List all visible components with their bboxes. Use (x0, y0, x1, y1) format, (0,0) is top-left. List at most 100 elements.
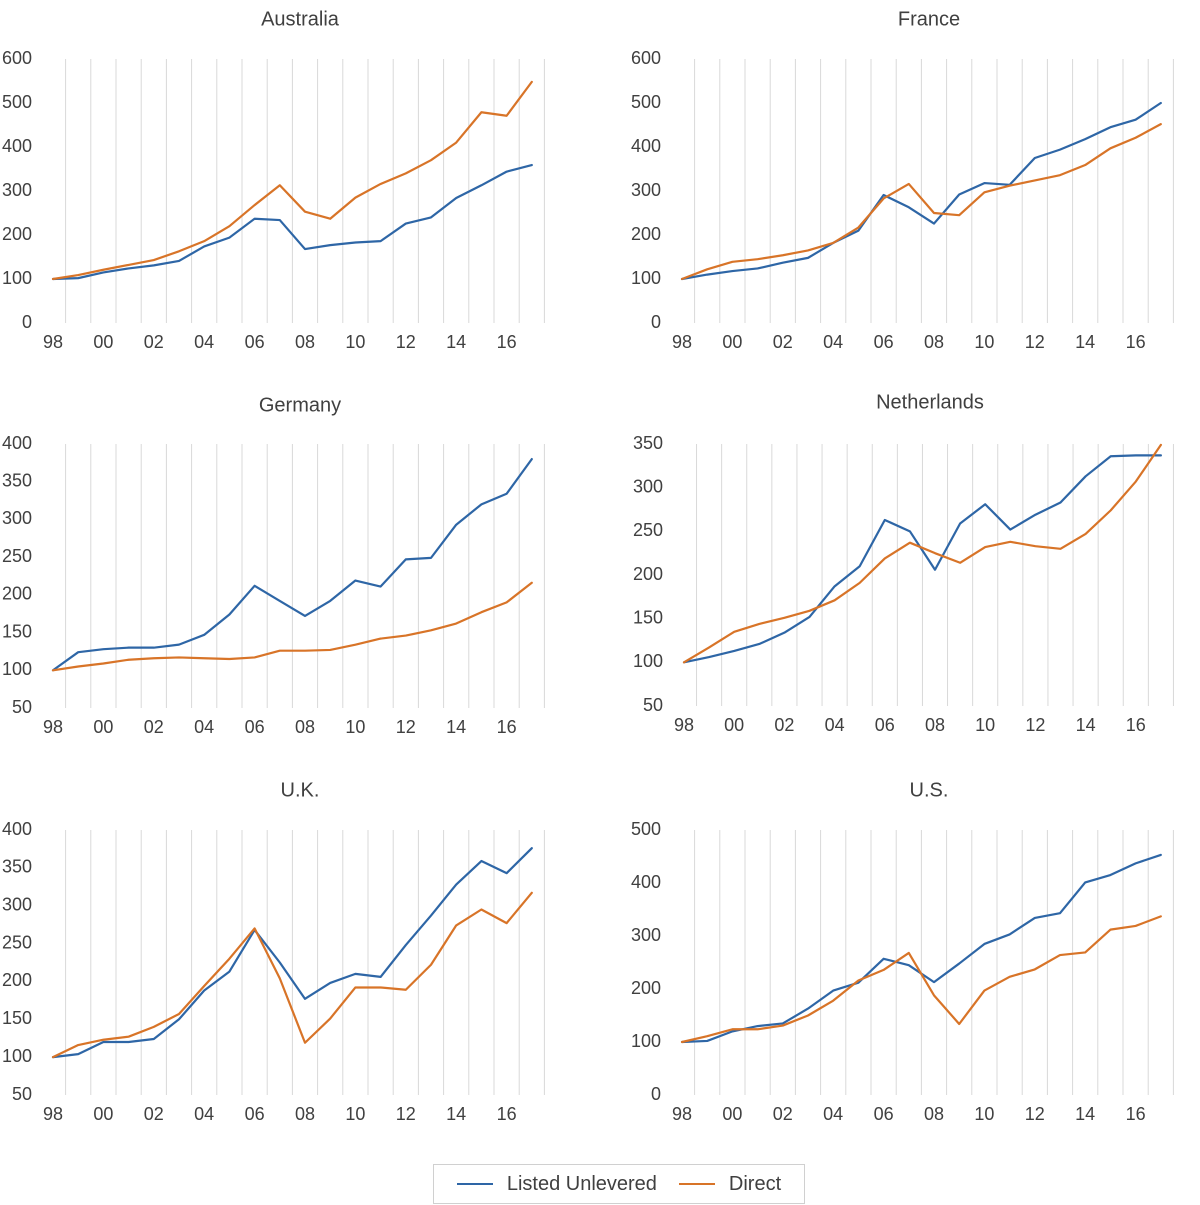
legend-item-listed: Listed Unlevered (456, 1172, 657, 1196)
legend-swatch-direct (678, 1183, 715, 1185)
chart-title: Australia (261, 8, 340, 30)
y-tick-label: 100 (633, 651, 663, 671)
x-tick-label: 00 (93, 332, 113, 352)
y-tick-label: 0 (651, 312, 661, 332)
chart-title: Germany (259, 394, 341, 416)
x-tick-label: 04 (194, 717, 214, 737)
x-tick-label: 00 (724, 715, 744, 735)
x-tick-label: 04 (194, 332, 214, 352)
x-tick-label: 12 (1025, 332, 1045, 352)
x-tick-label: 16 (497, 717, 517, 737)
y-tick-label: 500 (631, 92, 661, 112)
x-tick-label: 14 (446, 332, 466, 352)
x-tick-label: 04 (823, 1104, 843, 1124)
y-tick-label: 50 (643, 695, 663, 715)
y-tick-label: 100 (631, 1031, 661, 1051)
x-tick-label: 00 (722, 332, 742, 352)
y-tick-label: 400 (631, 872, 661, 892)
y-tick-label: 300 (631, 925, 661, 945)
x-tick-label: 10 (974, 332, 994, 352)
x-tick-label: 02 (144, 1104, 164, 1124)
x-tick-label: 08 (925, 715, 945, 735)
y-tick-label: 300 (2, 894, 32, 914)
y-tick-label: 300 (2, 508, 32, 528)
y-tick-label: 200 (2, 224, 32, 244)
x-tick-label: 06 (874, 1104, 894, 1124)
x-tick-label: 10 (974, 1104, 994, 1124)
x-tick-label: 00 (93, 717, 113, 737)
y-tick-label: 250 (2, 546, 32, 566)
chart-panel-france: France 0 100 200 300 400 500 600 98 00 02 04 06 08 10 1… (631, 8, 1174, 352)
legend-swatch-listed (456, 1183, 493, 1185)
y-tick-label: 350 (633, 433, 663, 453)
series-line-direct (682, 443, 1163, 664)
y-tick-label: 100 (2, 268, 32, 288)
x-tick-label: 12 (1025, 715, 1045, 735)
x-tick-label: 00 (722, 1104, 742, 1124)
x-tick-label: 00 (93, 1104, 113, 1124)
y-tick-label: 50 (12, 1084, 32, 1104)
x-tick-label: 12 (396, 717, 416, 737)
x-tick-label: 02 (774, 715, 794, 735)
series-line-direct (51, 581, 533, 672)
chart-title: U.S. (910, 779, 949, 801)
x-tick-label: 14 (1075, 1104, 1095, 1124)
x-tick-label: 12 (396, 1104, 416, 1124)
chart-panel-australia: Australia 0 100 200 300 400 500 600 98 00 02 04 06 08… (2, 8, 545, 352)
x-tick-label: 14 (446, 1104, 466, 1124)
x-tick-label: 14 (446, 717, 466, 737)
x-tick-label: 98 (43, 717, 63, 737)
y-tick-label: 600 (2, 48, 32, 68)
x-tick-label: 06 (245, 332, 265, 352)
y-tick-label: 200 (2, 584, 32, 604)
y-tick-label: 100 (2, 659, 32, 679)
chart-panel-germany: Germany 50 100 150 200 250 300 350 400 98 00 02 04 06… (2, 394, 545, 737)
y-tick-label: 100 (631, 268, 661, 288)
y-tick-label: 300 (631, 180, 661, 200)
y-tick-label: 0 (22, 312, 32, 332)
x-tick-label: 04 (194, 1104, 214, 1124)
y-tick-label: 200 (633, 564, 663, 584)
x-tick-label: 06 (245, 1104, 265, 1124)
legend-label-listed: Listed Unlevered (506, 1172, 657, 1195)
chart-panel-u-s: U.S. 0 100 200 300 400 500 98 00 02 04 06 08 10 12 14 16 (631, 779, 1174, 1124)
x-tick-label: 98 (674, 715, 694, 735)
chart-title: France (898, 8, 960, 30)
x-tick-label: 06 (874, 332, 894, 352)
x-tick-label: 98 (43, 332, 63, 352)
series-line-listed (51, 457, 533, 672)
series-line-direct (680, 123, 1162, 281)
x-tick-label: 08 (295, 332, 315, 352)
series-line-listed (682, 454, 1163, 664)
x-tick-label: 08 (295, 717, 315, 737)
y-tick-label: 600 (631, 48, 661, 68)
x-tick-label: 16 (1126, 715, 1146, 735)
series-line-direct (51, 891, 533, 1059)
series-line-listed (51, 847, 533, 1059)
x-tick-label: 08 (295, 1104, 315, 1124)
x-tick-label: 12 (396, 332, 416, 352)
y-tick-label: 250 (633, 520, 663, 540)
x-tick-label: 08 (924, 332, 944, 352)
x-tick-label: 16 (1126, 332, 1146, 352)
y-tick-label: 400 (2, 819, 32, 839)
y-tick-label: 150 (2, 1008, 32, 1028)
y-tick-label: 200 (631, 224, 661, 244)
y-tick-label: 0 (651, 1084, 661, 1104)
y-tick-label: 400 (631, 136, 661, 156)
chart-title: Netherlands (876, 391, 984, 413)
y-tick-label: 250 (2, 932, 32, 952)
x-tick-label: 14 (1075, 332, 1095, 352)
x-tick-label: 16 (497, 1104, 517, 1124)
y-tick-label: 350 (2, 470, 32, 490)
y-tick-label: 200 (2, 970, 32, 990)
x-tick-label: 02 (144, 332, 164, 352)
x-tick-label: 98 (672, 332, 692, 352)
y-tick-label: 100 (2, 1046, 32, 1066)
series-line-listed (51, 163, 533, 281)
x-tick-label: 12 (1025, 1104, 1045, 1124)
x-tick-label: 98 (672, 1104, 692, 1124)
x-tick-label: 10 (975, 715, 995, 735)
y-tick-label: 400 (2, 136, 32, 156)
